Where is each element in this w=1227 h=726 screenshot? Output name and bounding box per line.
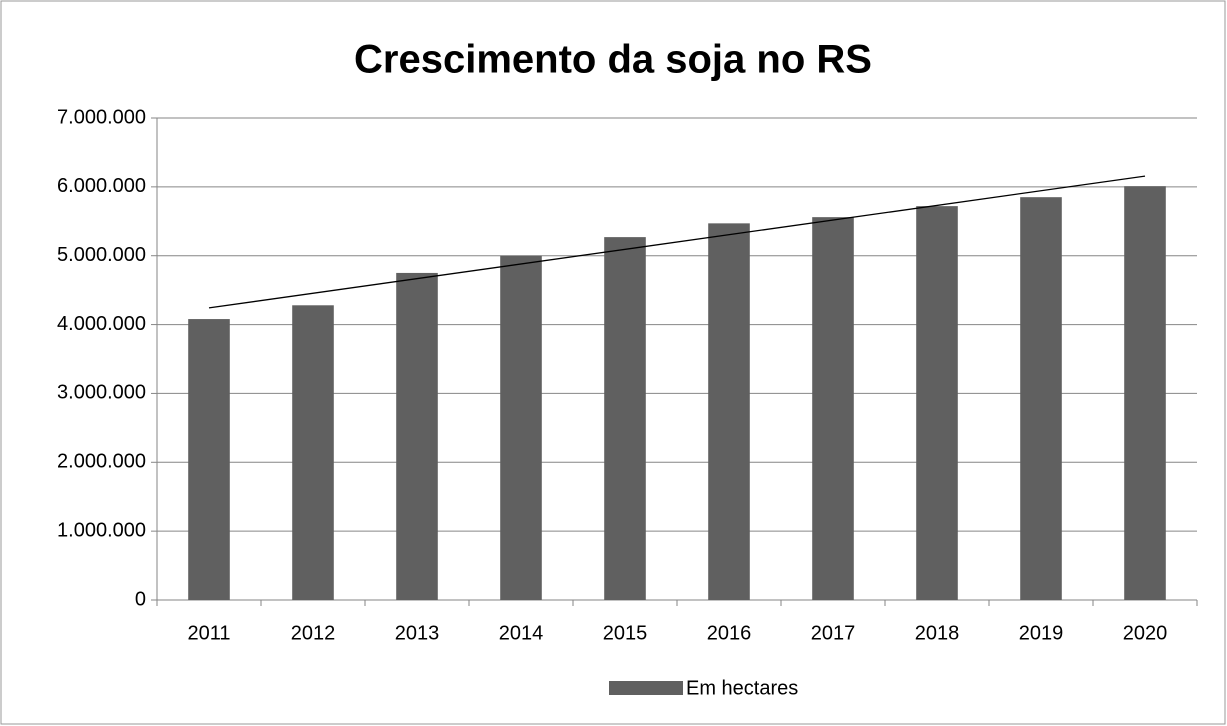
- x-tick-label: 2015: [603, 622, 648, 644]
- y-tick-label: 6.000.000: [57, 175, 146, 197]
- y-tick-label: 1.000.000: [57, 519, 146, 541]
- trendline: [208, 175, 1146, 309]
- y-tick-label: 7.000.000: [57, 106, 146, 128]
- x-tick-label: 2017: [811, 622, 856, 644]
- bar: [1124, 186, 1166, 600]
- x-tick-label: 2011: [187, 622, 230, 644]
- legend-label: Em hectares: [686, 677, 798, 699]
- bar: [396, 272, 438, 600]
- x-tick-label: 2013: [395, 622, 440, 644]
- y-tick-label: 5.000.000: [57, 244, 146, 266]
- y-tick-label: 3.000.000: [57, 382, 146, 404]
- y-tick-label: 4.000.000: [57, 313, 146, 335]
- y-tick-label: 0: [135, 588, 146, 610]
- bar: [604, 237, 646, 600]
- chart-title: Crescimento da soja no RS: [354, 38, 872, 82]
- bar: [188, 319, 230, 600]
- bar: [500, 255, 542, 600]
- x-tick-label: 2019: [1019, 622, 1064, 644]
- bar: [292, 305, 334, 600]
- bar: [708, 223, 750, 600]
- x-tick-label: 2014: [499, 622, 544, 644]
- bar: [1020, 197, 1062, 600]
- y-tick-label: 2.000.000: [57, 451, 146, 473]
- bar: [812, 217, 854, 600]
- x-tick-label: 2018: [915, 622, 960, 644]
- x-tick-label: 2016: [707, 622, 752, 644]
- x-tick-label: 2020: [1123, 622, 1168, 644]
- x-tick-label: 2012: [291, 622, 336, 644]
- legend-swatch: [609, 681, 683, 695]
- bar: [916, 206, 958, 600]
